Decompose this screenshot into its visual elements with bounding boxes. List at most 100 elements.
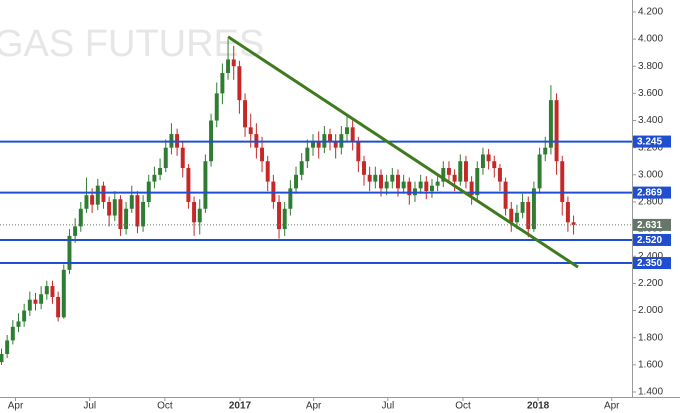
candle-body (435, 181, 440, 186)
candle-body (22, 310, 27, 322)
trendline (227, 35, 579, 269)
last-price-label: 2.631 (637, 220, 662, 231)
y-tick-label: 4.000 (638, 34, 663, 45)
y-tick-label: 3.600 (638, 88, 663, 99)
candle-body (5, 340, 10, 354)
plot-area (0, 35, 632, 365)
level-tag (633, 135, 671, 148)
candle-body (520, 201, 525, 213)
candle-body (10, 326, 15, 341)
candle-body (288, 188, 293, 209)
candle-body (316, 140, 321, 148)
candle-body (345, 127, 349, 135)
y-tick-label: 3.800 (638, 61, 663, 72)
candle-body (560, 161, 565, 202)
level-tag (633, 186, 671, 199)
candle-body (350, 127, 355, 141)
candle-body (294, 174, 299, 189)
candle-body (192, 201, 197, 223)
candle-body (452, 174, 457, 182)
candle-body (362, 161, 366, 175)
candle-body (441, 168, 446, 182)
y-tick-label: 2.800 (638, 197, 663, 208)
candle-body (237, 66, 242, 101)
level-label: 2.869 (637, 188, 662, 199)
level-tag (633, 233, 671, 246)
candle-body (0, 353, 4, 363)
axes: 1.4001.6001.8002.0002.2002.4002.6002.800… (8, 7, 664, 412)
candle-body (282, 208, 287, 230)
candle-body (135, 195, 140, 227)
x-tick-label: 2018 (527, 401, 550, 412)
candle-body (514, 212, 519, 223)
candle-body (101, 185, 106, 202)
candle-body (231, 59, 236, 67)
level-label: 3.245 (637, 137, 662, 148)
level-tag (633, 257, 671, 270)
y-tick-label: 3.400 (638, 115, 663, 126)
x-tick-label: Jul (381, 401, 394, 412)
candle-body (395, 174, 400, 189)
y-tick-label: 2.400 (638, 251, 663, 262)
candle-body (401, 181, 406, 189)
candle-body (384, 181, 389, 189)
candle-body (44, 286, 49, 295)
candle-body (124, 208, 129, 230)
candle-body (248, 127, 253, 135)
candle-body (129, 195, 134, 209)
candle-body (67, 235, 72, 270)
candle-body (565, 201, 570, 223)
candle-body (531, 188, 536, 230)
candle-body (61, 269, 66, 318)
y-tick-label: 4.200 (638, 7, 663, 18)
candle-body (333, 140, 338, 148)
candle-body (509, 208, 514, 223)
candle-body (429, 185, 434, 192)
candle-body (158, 168, 163, 175)
candle-body (95, 185, 100, 205)
candle-body (311, 140, 316, 148)
candle-body (56, 296, 61, 318)
y-tick-label: 1.400 (638, 387, 663, 398)
candle-body (152, 174, 157, 182)
candle-body (424, 181, 429, 192)
candle-body (475, 168, 480, 196)
candle-body (497, 168, 502, 182)
price-tags: 3.245 2.869 2.520 2.350 2.631 (633, 135, 671, 270)
last-price-tag (633, 218, 671, 231)
candle-body (220, 73, 225, 94)
candle-body (39, 294, 44, 304)
y-tick-label: 3.200 (638, 142, 663, 153)
candle-body (537, 154, 542, 189)
candle-body (469, 181, 474, 196)
candle-body (265, 161, 270, 182)
y-tick-label: 3.000 (638, 169, 663, 180)
candle-body (390, 174, 395, 182)
candle-body (548, 100, 553, 148)
candle-body (118, 199, 123, 230)
x-tick-label: Oct (455, 401, 471, 412)
candle-body (480, 154, 485, 169)
watermark: GAS FUTURES (0, 23, 264, 65)
candle-body (554, 100, 559, 162)
candle-body (27, 299, 32, 311)
candle-body (203, 161, 208, 209)
candle-body (299, 161, 304, 175)
candle-body (226, 59, 231, 74)
candle-body (486, 154, 491, 162)
candle-body (50, 286, 55, 297)
candle-body (492, 161, 497, 169)
candle-body (90, 195, 95, 205)
candle-body (197, 208, 202, 223)
candle-body (73, 226, 78, 236)
candle-body (526, 201, 531, 230)
candle-body (277, 201, 282, 230)
candle-body (107, 201, 112, 216)
candle-body (571, 222, 576, 225)
candle-body (543, 147, 548, 155)
candle-body (180, 147, 185, 169)
candle-body (407, 181, 412, 196)
candle-body (379, 174, 383, 189)
candle-body (446, 168, 451, 175)
